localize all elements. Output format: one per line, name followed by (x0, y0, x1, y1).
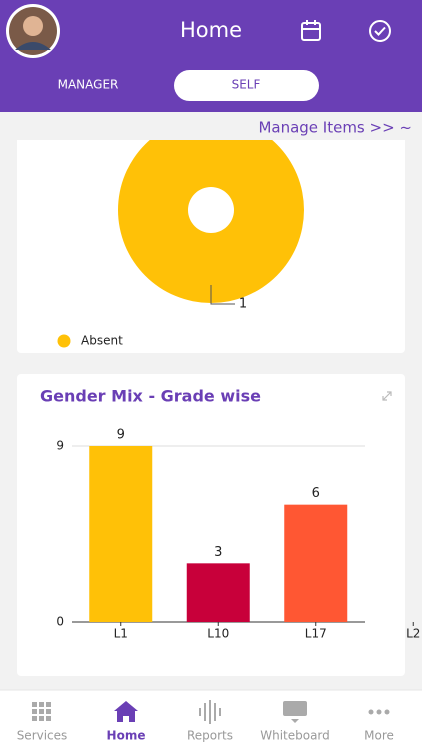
nav-label[interactable]: More (364, 729, 394, 743)
check-icon[interactable] (369, 20, 391, 42)
bar (186, 563, 250, 622)
bar (284, 504, 348, 622)
tab-self[interactable]: SELF (232, 78, 261, 92)
calendar-icon[interactable] (301, 20, 321, 41)
y-tick-label: 0 (56, 615, 64, 629)
x-tick-label: L2 (406, 627, 420, 641)
bar-value-label: 6 (312, 486, 320, 501)
x-tick-label: L10 (207, 627, 229, 641)
legend-label: Absent (81, 334, 123, 348)
whiteboard-icon[interactable] (283, 701, 307, 723)
nav-label[interactable]: Home (107, 729, 146, 743)
reports-icon[interactable] (199, 700, 221, 724)
x-tick-label: L17 (305, 627, 327, 641)
header-title: Home (180, 18, 242, 42)
expand-icon[interactable] (382, 391, 392, 401)
chart-title: Gender Mix - Grade wise (40, 387, 261, 406)
bar-value-label: 9 (117, 428, 125, 443)
tab-manager[interactable]: MANAGER (58, 78, 119, 92)
leader-line (210, 285, 235, 305)
legend-dot (57, 334, 71, 348)
slice-label: 1 (239, 297, 247, 312)
avatar-face (23, 16, 43, 36)
nav-label[interactable]: Services (17, 729, 68, 743)
pie-slice (118, 140, 304, 303)
x-tick-label: L1 (114, 627, 128, 641)
manage-strip (0, 112, 422, 140)
nav-label[interactable]: Whiteboard (260, 729, 330, 743)
home-icon[interactable] (114, 701, 138, 722)
nav-label[interactable]: Reports (187, 729, 233, 743)
manage-items-link[interactable]: Manage Items >> ~ (258, 119, 412, 137)
bar (89, 446, 153, 622)
bar-value-label: 3 (214, 545, 222, 560)
y-tick-label: 9 (56, 439, 64, 453)
tab-self-pill[interactable] (174, 70, 319, 101)
avatar-body (15, 42, 51, 50)
more-icon[interactable] (368, 709, 390, 715)
services-icon[interactable] (32, 702, 51, 721)
